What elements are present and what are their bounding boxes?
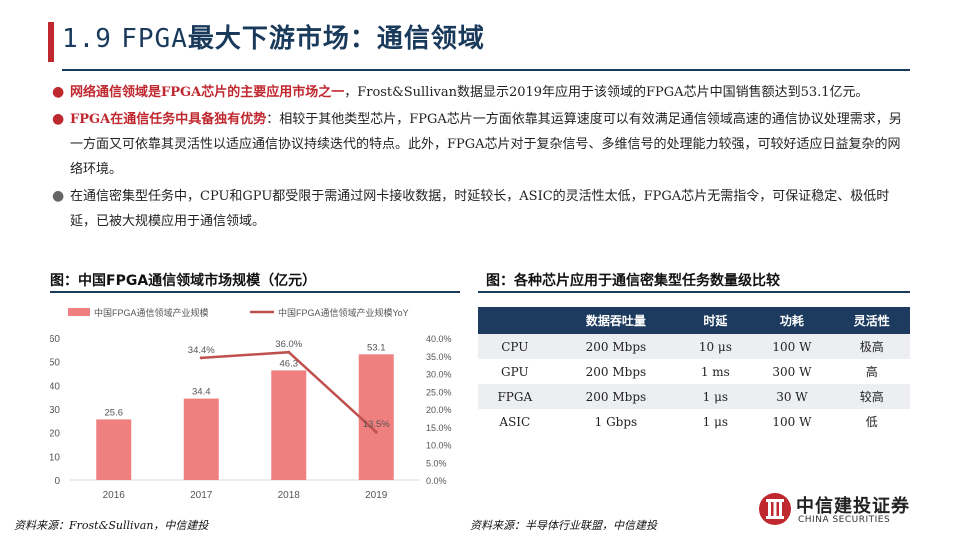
x-tick-label: 2016 [103, 490, 126, 501]
y-left-tick-label: 40 [50, 381, 60, 392]
table-cell: FPGA [478, 384, 552, 409]
chip-comparison-table: 数据吞吐量 时延 功耗 灵活性 CPU 200 Mbps 10 μs 100 W… [478, 307, 910, 434]
x-tick-label: 2019 [365, 490, 388, 501]
table-cell: 200 Mbps [551, 384, 681, 409]
logo-en-text: CHINA SECURITIES [798, 515, 891, 525]
legend-line-label: 中国FPGA通信领域产业规模YoY [278, 307, 409, 318]
table-cell: 低 [865, 415, 878, 429]
bar [358, 354, 394, 480]
yoy-data-label: 34.4% [188, 345, 215, 356]
page-title: 1.9 FPGA最大下游市场：通信领域 [62, 18, 485, 55]
y-right-tick-label: 15.0% [426, 423, 452, 433]
table-row: FPGA 200 Mbps 1 μs 30 W 较高 [478, 384, 910, 409]
table-cell: 高 [865, 365, 878, 379]
bullet-item: ● FPGA在通信任务中具备独有优势：相较于其他类型芯片，FPGA芯片一方面依靠… [50, 107, 910, 182]
table-cell: 200 Mbps [585, 364, 647, 379]
bullet-dot-icon: ● [52, 188, 65, 204]
y-left-tick-label: 0 [54, 476, 60, 487]
yoy-point [199, 356, 203, 360]
bullet-dot-icon: ● [52, 84, 65, 100]
y-right-tick-label: 10.0% [426, 441, 452, 451]
bar [271, 370, 307, 480]
yoy-data-label: 13.5% [363, 419, 390, 430]
bar-data-label: 53.1 [367, 342, 386, 353]
bullet-dot-icon: ● [52, 111, 65, 127]
table-row: ASIC 1 Gbps 1 μs 100 W 低 [478, 409, 910, 434]
table-cell: 30 W [750, 384, 834, 409]
y-right-tick-label: 5.0% [426, 458, 447, 468]
title-number: 1.9 [62, 24, 112, 54]
bar-data-label: 34.4 [192, 387, 211, 398]
table-header-row: 数据吞吐量 时延 功耗 灵活性 [478, 307, 910, 334]
table-row: GPU 200 Mbps 1 ms 300 W 高 [478, 359, 910, 384]
title-text: 最大下游市场：通信领域 [187, 24, 485, 54]
logo-emblem-icon [759, 493, 791, 525]
y-left-tick-label: 50 [50, 358, 60, 369]
chart-source-note: 资料来源：Frost&Sullivan，中信建投 [14, 519, 209, 532]
table-cell: 300 W [772, 364, 812, 379]
table-header-cell [478, 307, 552, 334]
table-cell: 1 μs [702, 414, 729, 429]
chart-section-divider [50, 291, 460, 293]
table-cell: ASIC [499, 414, 531, 429]
table-row: CPU 200 Mbps 10 μs 100 W 极高 [478, 334, 910, 359]
market-size-chart: 中国FPGA通信领域产业规模 中国FPGA通信领域产业规模YoY 0 10 20 30 40… [50, 307, 452, 501]
title-latin: FPGA [121, 24, 188, 54]
bullet-item: ● 网络通信领域是FPGA芯片的主要应用市场之一，Frost&Sullivan数… [50, 80, 910, 105]
yoy-point [287, 350, 291, 354]
bullet-item: ● 在通信密集型任务中，CPU和GPU都受限于需通过网卡接收数据，时延较长，AS… [50, 184, 910, 234]
title-divider [62, 69, 910, 71]
table-cell: 100 W [772, 414, 812, 429]
table-section-title: 图：各种芯片应用于通信密集型任务数量级比较 [486, 273, 780, 289]
bullet-highlight: FPGA在通信任务中具备独有优势 [70, 112, 267, 127]
table-cell: 1 Gbps [594, 414, 638, 429]
table-cell: 1 μs [680, 384, 751, 409]
bar [183, 398, 219, 480]
yoy-data-label: 36.0% [275, 339, 302, 350]
table-header-cell: 数据吞吐量 [551, 307, 681, 334]
company-logo: 中信建投证券 CHINA SECURITIES [756, 490, 916, 530]
y-right-tick-label: 30.0% [426, 370, 452, 380]
table-cell: CPU [478, 334, 552, 359]
table-cell: 200 Mbps [551, 334, 681, 359]
table-header-cell: 功耗 [750, 307, 834, 334]
y-right-tick-label: 35.0% [426, 352, 452, 362]
chart-section-title: 图：中国FPGA通信领域市场规模（亿元） [50, 273, 317, 289]
table-cell: 较高 [833, 384, 910, 409]
table-cell: 100 W [750, 334, 834, 359]
yoy-point [374, 430, 378, 434]
y-right-tick-label: 40.0% [426, 334, 452, 344]
y-left-tick-label: 20 [50, 429, 60, 440]
y-right-tick-label: 25.0% [426, 387, 452, 397]
bullet-highlight: 网络通信领域是FPGA芯片的主要应用市场之一 [70, 85, 345, 100]
title-accent-bar [48, 22, 54, 62]
y-right-tick-label: 20.0% [426, 405, 452, 415]
bullet-text: ，Frost&Sullivan数据显示2019年应用于该领域的FPGA芯片中国销… [344, 85, 869, 100]
table-cell: GPU [501, 364, 529, 379]
table-header-cell: 时延 [680, 307, 751, 334]
bullet-text: 在通信密集型任务中，CPU和GPU都受限于需通过网卡接收数据，时延较长，ASIC… [70, 189, 890, 229]
x-tick-label: 2017 [190, 490, 213, 501]
logo-cn-text: 中信建投证券 [796, 496, 910, 517]
bar-data-label: 46.3 [280, 358, 299, 369]
table-source-note: 资料来源：半导体行业联盟，中信建投 [470, 519, 657, 532]
bullet-text: ：相较于其他类型芯片，FPGA芯片一方面依靠其运算速度可以有效满足通信领域高速的… [70, 112, 902, 177]
table-cell: 10 μs [680, 334, 751, 359]
table-section-divider [478, 291, 910, 293]
table-cell: 极高 [833, 334, 910, 359]
table-cell: 1 ms [700, 364, 730, 379]
bar [96, 419, 132, 480]
y-left-tick-label: 10 [50, 452, 60, 463]
x-tick-label: 2018 [278, 490, 301, 501]
table-header-cell: 灵活性 [833, 307, 910, 334]
y-left-tick-label: 60 [50, 334, 60, 345]
y-left-tick-label: 30 [50, 405, 60, 416]
legend-bar-label: 中国FPGA通信领域产业规模 [94, 307, 209, 318]
bullet-list: ● 网络通信领域是FPGA芯片的主要应用市场之一，Frost&Sullivan数… [50, 80, 910, 236]
bar-data-label: 25.6 [105, 407, 124, 418]
y-right-tick-label: 0.0% [426, 476, 447, 486]
legend-bar-swatch [68, 308, 90, 316]
